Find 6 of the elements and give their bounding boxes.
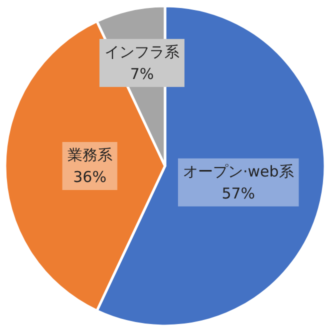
data-label: 36% — [73, 168, 106, 186]
slice-label: オープン·web系 — [182, 162, 294, 180]
slice-label: インフラ系 — [104, 42, 180, 61]
data-label: 57% — [222, 184, 256, 202]
slice-label: 業務系 — [67, 146, 112, 164]
data-label: 7% — [130, 64, 154, 83]
